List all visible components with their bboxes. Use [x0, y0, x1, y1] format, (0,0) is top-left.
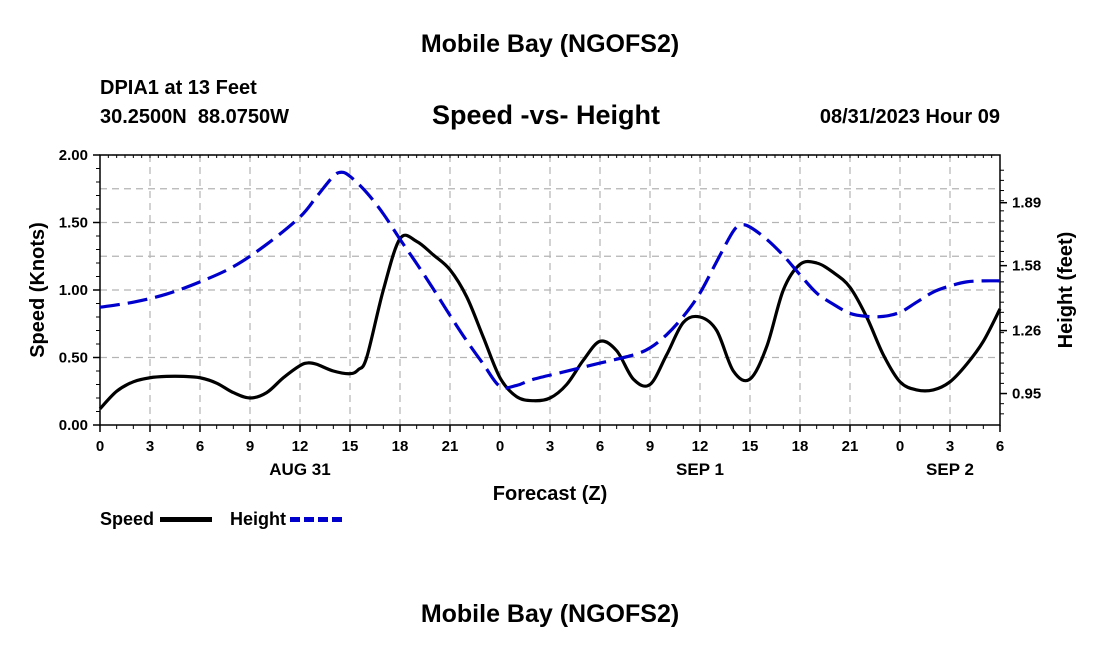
y2-tick-label: 1.58 [1012, 258, 1041, 275]
x-date-label: SEP 2 [926, 460, 974, 479]
x-tick-label: 9 [246, 438, 254, 455]
y-tick-label: 2.00 [59, 147, 88, 164]
footer-title: Mobile Bay (NGOFS2) [420, 600, 680, 628]
x-tick-label: 0 [896, 438, 904, 455]
x-tick-label: 3 [546, 438, 554, 455]
y-tick-label: 1.50 [59, 215, 88, 232]
y-axis-title: Speed (Knots) [27, 222, 49, 358]
x-tick-label: 12 [692, 438, 709, 455]
x-tick-label: 12 [292, 438, 309, 455]
y-tick-label: 1.00 [59, 282, 88, 299]
series-line-speed [98, 233, 1002, 410]
y-tick-label: 0.00 [59, 417, 88, 434]
x-tick-label: 15 [742, 438, 759, 455]
legend-speed-label: Speed [100, 509, 155, 529]
x-tick-label: 18 [392, 438, 409, 455]
x-axis-title: Forecast (Z) [493, 483, 607, 505]
legend-height-swatch [290, 517, 342, 522]
x-tick-label: 0 [96, 438, 104, 455]
x-date-label: SEP 1 [676, 460, 724, 479]
x-tick-label: 21 [442, 438, 459, 455]
x-tick-label: 6 [196, 438, 204, 455]
chart-subtitle: Speed -vs- Height [432, 100, 661, 130]
legend-speed-swatch [160, 517, 212, 522]
legend-height-label: Height [230, 509, 286, 529]
y2-axis-title: Height (feet) [1055, 232, 1077, 349]
series-line-height [99, 170, 1001, 390]
station-coordinates: 30.2500N 88.0750W [100, 106, 290, 128]
x-tick-label: 9 [646, 438, 654, 455]
x-tick-label: 18 [792, 438, 809, 455]
forecast-datetime: 08/31/2023 Hour 09 [819, 106, 1000, 128]
station-label: DPIA1 at 13 Feet [100, 77, 257, 99]
y2-tick-label: 1.89 [1012, 195, 1041, 212]
y-tick-label: 0.50 [59, 350, 88, 367]
y2-tick-label: 0.95 [1012, 386, 1041, 403]
y2-tick-label: 1.26 [1012, 323, 1041, 340]
chart-main-title: Mobile Bay (NGOFS2) [420, 30, 680, 58]
x-tick-label: 15 [342, 438, 359, 455]
x-tick-label: 6 [996, 438, 1004, 455]
x-date-label: AUG 31 [269, 460, 330, 479]
x-tick-label: 3 [946, 438, 954, 455]
x-tick-label: 0 [496, 438, 504, 455]
x-tick-label: 21 [842, 438, 859, 455]
x-tick-label: 6 [596, 438, 604, 455]
x-tick-label: 3 [146, 438, 154, 455]
